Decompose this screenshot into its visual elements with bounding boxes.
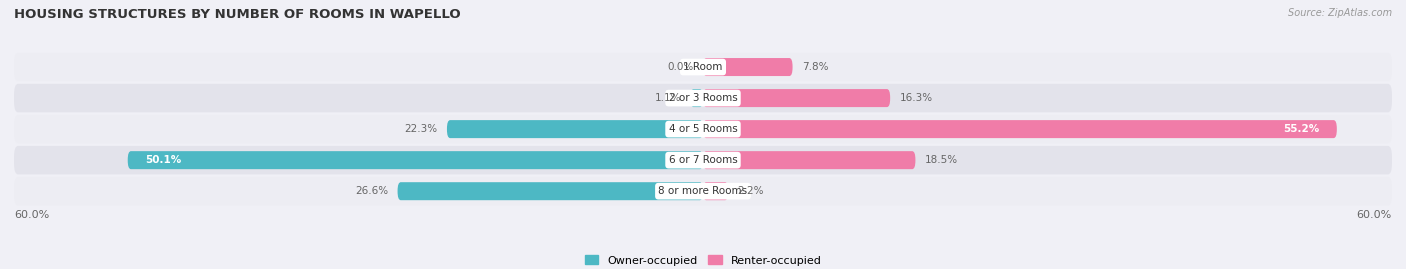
FancyBboxPatch shape [128,151,703,169]
FancyBboxPatch shape [14,115,1392,143]
Text: 50.1%: 50.1% [145,155,181,165]
Text: 1.1%: 1.1% [655,93,681,103]
Text: 22.3%: 22.3% [405,124,437,134]
FancyBboxPatch shape [14,146,1392,174]
FancyBboxPatch shape [14,53,1392,81]
Text: 2 or 3 Rooms: 2 or 3 Rooms [669,93,737,103]
Text: 26.6%: 26.6% [356,186,388,196]
FancyBboxPatch shape [398,182,703,200]
FancyBboxPatch shape [703,151,915,169]
Text: 55.2%: 55.2% [1284,124,1320,134]
Text: 0.0%: 0.0% [668,62,693,72]
FancyBboxPatch shape [703,182,728,200]
Text: 60.0%: 60.0% [14,210,49,220]
Text: 8 or more Rooms: 8 or more Rooms [658,186,748,196]
Text: 18.5%: 18.5% [925,155,957,165]
FancyBboxPatch shape [703,58,793,76]
Text: 2.2%: 2.2% [738,186,763,196]
FancyBboxPatch shape [703,120,1337,138]
FancyBboxPatch shape [14,84,1392,112]
Legend: Owner-occupied, Renter-occupied: Owner-occupied, Renter-occupied [585,255,821,266]
FancyBboxPatch shape [14,177,1392,206]
Text: 7.8%: 7.8% [801,62,828,72]
Text: 60.0%: 60.0% [1357,210,1392,220]
FancyBboxPatch shape [703,89,890,107]
Text: HOUSING STRUCTURES BY NUMBER OF ROOMS IN WAPELLO: HOUSING STRUCTURES BY NUMBER OF ROOMS IN… [14,8,461,21]
FancyBboxPatch shape [690,89,703,107]
Text: 6 or 7 Rooms: 6 or 7 Rooms [669,155,737,165]
Text: 4 or 5 Rooms: 4 or 5 Rooms [669,124,737,134]
Text: Source: ZipAtlas.com: Source: ZipAtlas.com [1288,8,1392,18]
Text: 16.3%: 16.3% [900,93,932,103]
Text: 1 Room: 1 Room [683,62,723,72]
FancyBboxPatch shape [447,120,703,138]
